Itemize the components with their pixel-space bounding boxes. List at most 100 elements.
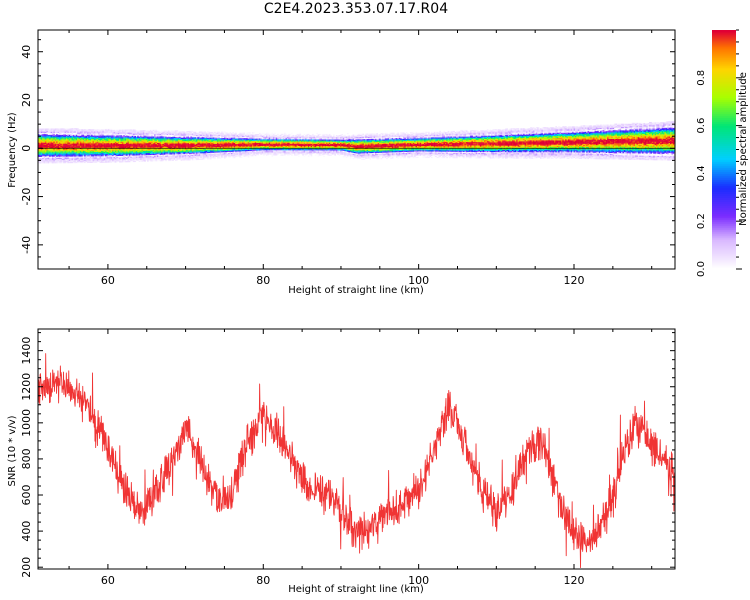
spectrum-cell [71, 142, 74, 144]
spectrum-cell [121, 149, 124, 151]
spectrum-cell [100, 139, 103, 142]
spectrum-cell [58, 160, 61, 163]
spectrum-cell [72, 143, 75, 145]
spectrum-cell [82, 149, 85, 152]
spectrum-cell [38, 140, 40, 142]
spectrum-cell [57, 145, 60, 148]
spectrum-cell [98, 132, 100, 134]
spectrum-cell [49, 140, 51, 142]
spectrum-cell [75, 153, 78, 155]
spectrum-cell [50, 155, 53, 157]
spectrum-cell [71, 141, 74, 143]
spectrum-cell [53, 131, 55, 133]
spectrum-cell [105, 161, 107, 163]
spectrum-cell [42, 154, 44, 156]
spectrum-cell [43, 154, 46, 156]
spectrum-cell [78, 152, 81, 154]
spectrum-cell [93, 155, 96, 157]
spectrum-cell [110, 141, 113, 144]
spectrum-cell [107, 152, 110, 155]
spectrum-cell [42, 152, 44, 154]
spectrum-cell [56, 159, 58, 162]
spectrum-cell [49, 152, 51, 154]
spectrum-cell [75, 152, 78, 154]
spectrum-cell [68, 155, 71, 157]
spectrum-cell [98, 133, 100, 135]
spectrum-cell [51, 131, 54, 133]
spectrum-cell [93, 148, 96, 150]
spectrum-cell [54, 135, 57, 138]
spectrum-cell [54, 152, 57, 154]
spectrum-cell [112, 134, 114, 136]
spectrum-cell [82, 143, 85, 145]
spectrum-cell [46, 144, 48, 147]
spectrum-cell [106, 134, 109, 136]
spectrum-cell [102, 155, 104, 157]
spectrum-cell [107, 160, 110, 162]
spectrum-cell [110, 149, 113, 151]
spectrum-cell [120, 160, 123, 162]
spectrum-cell [54, 153, 57, 155]
spectrum-cell [103, 131, 106, 133]
spectrum-cell [72, 132, 75, 134]
spectrum-cell [56, 137, 58, 139]
spectrum-cell [40, 143, 43, 146]
spectrum-cell [121, 141, 124, 143]
spectrum-cell [86, 142, 89, 144]
spectrum-cell [120, 142, 123, 144]
spectrum-cell [38, 149, 40, 151]
spectrum-cell [88, 154, 90, 156]
spectrum-cell [84, 137, 86, 140]
spectrum-cell [58, 134, 61, 137]
spectrum-cell [42, 144, 44, 147]
spectrum-cell [67, 140, 69, 142]
spectrum-cell [100, 140, 103, 143]
spectrum-cell [61, 158, 64, 161]
spectrum-cell [189, 130, 191, 133]
spectrum-cell [58, 135, 61, 138]
spectrum-cell [49, 155, 51, 157]
spectrum-cell [39, 145, 41, 148]
spectrum-cell [88, 132, 90, 134]
spectrum-cell [64, 151, 67, 153]
spectrum-cell [112, 152, 114, 154]
spectrum-cell [40, 138, 43, 140]
spectrum-cell [120, 143, 123, 146]
spectrum-cell [119, 134, 121, 136]
spectrum-cell [51, 159, 54, 162]
spectrum-cell [109, 153, 111, 156]
spectrum-cell [60, 157, 62, 159]
spectrum-cell [113, 130, 116, 133]
spectrum-cell [79, 154, 82, 156]
spectrum-cell [81, 156, 83, 158]
spectrum-cell [61, 134, 64, 137]
spectrum-cell [275, 134, 278, 137]
spectrum-cell [58, 130, 61, 132]
spectrum-cell [99, 142, 102, 144]
spectrum-cell [107, 143, 110, 145]
spectrum-cell [68, 145, 71, 147]
spectrum-cell [89, 160, 92, 162]
spectrum-cell [75, 129, 78, 131]
spectrum-cell [84, 141, 86, 143]
spectrum-cell [102, 160, 104, 162]
spectrum-cell [54, 138, 57, 140]
spectrum-cell [105, 143, 107, 145]
spectrum-cell [56, 162, 58, 164]
spectrum-cell [105, 140, 107, 143]
spectrum-cell [72, 159, 75, 161]
spectrum-cell [102, 142, 104, 144]
spectrum-cell [161, 130, 163, 132]
spectrum-cell [93, 151, 96, 154]
spectrum-cell [74, 129, 76, 131]
spectrum-cell [67, 144, 69, 146]
spectrum-cell [103, 158, 106, 160]
spectrum-cell [57, 159, 60, 162]
spectrum-cell [51, 136, 54, 138]
spectrum-cell [46, 134, 48, 137]
spectrum-cell [77, 160, 79, 163]
spectrum-cell [113, 148, 116, 150]
spectrum-cell [56, 142, 58, 144]
spectrum-cell [75, 161, 78, 164]
spectrum-cell [250, 134, 253, 136]
